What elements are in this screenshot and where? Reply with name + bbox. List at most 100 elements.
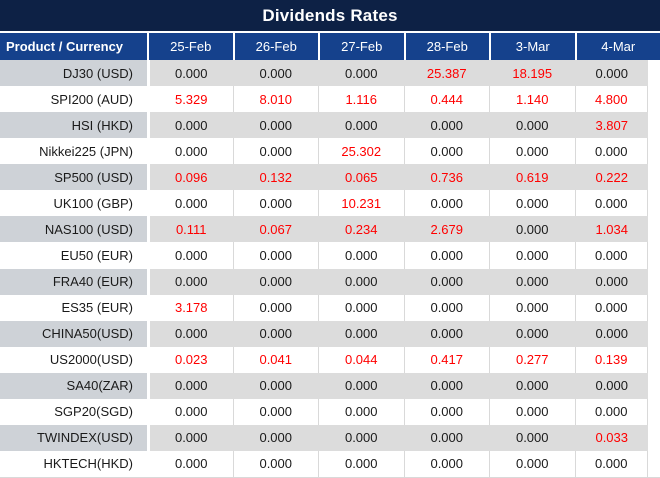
rate-value-cell: 0.000 bbox=[574, 242, 648, 269]
rate-value-cell: 0.111 bbox=[147, 216, 233, 243]
rate-value-cell: 0.000 bbox=[574, 372, 648, 399]
row-end-spacer bbox=[648, 190, 660, 217]
rate-value-cell: 0.619 bbox=[489, 164, 575, 191]
rate-value-cell: 0.000 bbox=[574, 294, 648, 321]
table-row: CHINA50(USD) 0.000 0.000 0.000 0.000 0.000 0.0… bbox=[0, 320, 660, 347]
rate-value-cell: 0.000 bbox=[403, 138, 489, 165]
header-date-4-mar: 4-Mar bbox=[574, 33, 660, 60]
rate-value-cell: 0.000 bbox=[574, 60, 648, 87]
rate-value-cell: 0.000 bbox=[318, 450, 404, 477]
rate-value-cell: 0.000 bbox=[232, 60, 318, 87]
rate-value-cell: 0.000 bbox=[147, 450, 233, 477]
rate-value-cell: 0.000 bbox=[147, 60, 233, 87]
rate-value-cell: 0.000 bbox=[574, 190, 648, 217]
rate-value-cell: 0.000 bbox=[232, 372, 318, 399]
header-date-3-mar: 3-Mar bbox=[489, 33, 575, 60]
rate-value-cell: 0.000 bbox=[318, 112, 404, 139]
rate-value-cell: 0.000 bbox=[147, 242, 233, 269]
table-row: HKTECH(HKD) 0.000 0.000 0.000 0.000 0.000 0.00… bbox=[0, 450, 660, 477]
rate-value-cell: 0.065 bbox=[318, 164, 404, 191]
rate-value-cell: 0.000 bbox=[318, 320, 404, 347]
table-body: DJ30 (USD) 0.000 0.000 0.000 25.387 18.195 0.0… bbox=[0, 60, 660, 477]
rate-value-cell: 0.000 bbox=[232, 450, 318, 477]
product-cell: SP500 (USD) bbox=[0, 164, 147, 191]
rate-value-cell: 1.034 bbox=[574, 216, 648, 243]
rate-value-cell: 0.000 bbox=[489, 268, 575, 295]
rate-value-cell: 0.000 bbox=[232, 398, 318, 425]
rate-value-cell: 0.096 bbox=[147, 164, 233, 191]
rate-value-cell: 18.195 bbox=[489, 60, 575, 87]
table-row: EU50 (EUR) 0.000 0.000 0.000 0.000 0.000 0.000 bbox=[0, 242, 660, 269]
rate-value-cell: 0.000 bbox=[147, 398, 233, 425]
rate-value-cell: 0.000 bbox=[232, 294, 318, 321]
row-end-spacer bbox=[648, 372, 660, 399]
product-cell: Nikkei225 (JPN) bbox=[0, 138, 147, 165]
rate-value-cell: 0.000 bbox=[574, 138, 648, 165]
rate-value-cell: 0.000 bbox=[403, 398, 489, 425]
table-row: SPI200 (AUD) 5.329 8.010 1.116 0.444 1.140 4.8… bbox=[0, 86, 660, 113]
rate-value-cell: 0.044 bbox=[318, 346, 404, 373]
rate-value-cell: 0.132 bbox=[232, 164, 318, 191]
rate-value-cell: 10.231 bbox=[318, 190, 404, 217]
table-row: SGP20(SGD) 0.000 0.000 0.000 0.000 0.000 0.000 bbox=[0, 398, 660, 425]
rate-value-cell: 0.000 bbox=[489, 242, 575, 269]
header-row: Product / Currency 25-Feb 26-Feb 27-Feb … bbox=[0, 33, 660, 60]
product-cell: ES35 (EUR) bbox=[0, 294, 147, 321]
rate-value-cell: 0.000 bbox=[147, 138, 233, 165]
product-cell: SPI200 (AUD) bbox=[0, 86, 147, 113]
product-cell: HKTECH(HKD) bbox=[0, 450, 147, 477]
rate-value-cell: 0.000 bbox=[403, 320, 489, 347]
row-end-spacer bbox=[648, 242, 660, 269]
rate-value-cell: 0.000 bbox=[318, 372, 404, 399]
table-title: Dividends Rates bbox=[0, 0, 660, 33]
header-date-28-feb: 28-Feb bbox=[403, 33, 490, 60]
rate-value-cell: 0.000 bbox=[147, 268, 233, 295]
rate-value-cell: 0.000 bbox=[574, 398, 648, 425]
product-cell: EU50 (EUR) bbox=[0, 242, 147, 269]
rate-value-cell: 0.033 bbox=[574, 424, 648, 451]
rate-value-cell: 0.000 bbox=[318, 60, 404, 87]
rate-value-cell: 0.000 bbox=[403, 242, 489, 269]
rate-value-cell: 0.000 bbox=[403, 190, 489, 217]
rate-value-cell: 0.000 bbox=[403, 112, 489, 139]
rate-value-cell: 0.000 bbox=[318, 268, 404, 295]
table-row: ES35 (EUR) 3.178 0.000 0.000 0.000 0.000 0.000 bbox=[0, 294, 660, 321]
rate-value-cell: 0.000 bbox=[489, 190, 575, 217]
rate-value-cell: 0.000 bbox=[489, 372, 575, 399]
rate-value-cell: 0.000 bbox=[147, 424, 233, 451]
rate-value-cell: 0.000 bbox=[232, 112, 318, 139]
rate-value-cell: 4.800 bbox=[574, 86, 648, 113]
rate-value-cell: 1.140 bbox=[489, 86, 575, 113]
rate-value-cell: 0.000 bbox=[232, 138, 318, 165]
rate-value-cell: 0.000 bbox=[489, 138, 575, 165]
rate-value-cell: 0.000 bbox=[489, 398, 575, 425]
rate-value-cell: 0.000 bbox=[232, 190, 318, 217]
rate-value-cell: 2.679 bbox=[403, 216, 489, 243]
table-row: SA40(ZAR) 0.000 0.000 0.000 0.000 0.000 0.000 bbox=[0, 372, 660, 399]
product-cell: TWINDEX(USD) bbox=[0, 424, 147, 451]
rate-value-cell: 0.000 bbox=[489, 424, 575, 451]
rate-value-cell: 0.000 bbox=[574, 320, 648, 347]
product-cell: SGP20(SGD) bbox=[0, 398, 147, 425]
rate-value-cell: 0.000 bbox=[574, 268, 648, 295]
table-row: HSI (HKD) 0.000 0.000 0.000 0.000 0.000 3.807 bbox=[0, 112, 660, 139]
row-end-spacer bbox=[648, 164, 660, 191]
row-end-spacer bbox=[648, 86, 660, 113]
rate-value-cell: 0.000 bbox=[403, 450, 489, 477]
table-row: US2000(USD) 0.023 0.041 0.044 0.417 0.277 0.13… bbox=[0, 346, 660, 373]
product-cell: US2000(USD) bbox=[0, 346, 147, 373]
rate-value-cell: 3.807 bbox=[574, 112, 648, 139]
rate-value-cell: 0.139 bbox=[574, 346, 648, 373]
rate-value-cell: 0.023 bbox=[147, 346, 233, 373]
rate-value-cell: 0.736 bbox=[403, 164, 489, 191]
rate-value-cell: 0.234 bbox=[318, 216, 404, 243]
header-date-27-feb: 27-Feb bbox=[318, 33, 404, 60]
rate-value-cell: 0.000 bbox=[403, 294, 489, 321]
rate-value-cell: 0.000 bbox=[403, 268, 489, 295]
rate-value-cell: 0.000 bbox=[489, 320, 575, 347]
row-end-spacer bbox=[648, 294, 660, 321]
rate-value-cell: 1.116 bbox=[318, 86, 404, 113]
table-row: NAS100 (USD) 0.111 0.067 0.234 2.679 0.000 1.0… bbox=[0, 216, 660, 243]
header-date-26-feb: 26-Feb bbox=[232, 33, 319, 60]
